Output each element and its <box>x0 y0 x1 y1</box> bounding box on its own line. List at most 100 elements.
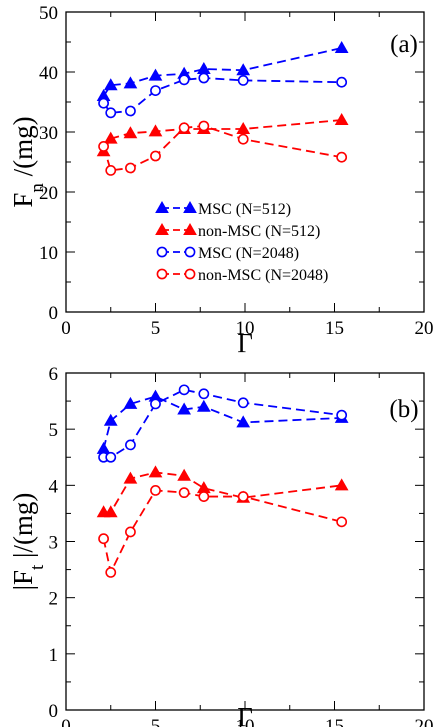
series-non-msc-n-2048-b-point <box>125 526 136 538</box>
series-msc-n-2048-b-point <box>125 439 136 451</box>
legend-marker <box>184 268 196 280</box>
series-non-msc-n-512-b-point <box>123 471 138 484</box>
y-tick-label: 0 <box>49 701 59 722</box>
y-axis-label-main-b: |F <box>8 570 38 590</box>
y-tick-label: 30 <box>39 123 58 144</box>
series-msc-n-2048-b-point <box>105 451 117 463</box>
x-tick-label: 20 <box>415 318 434 339</box>
y-tick-label: 40 <box>39 63 58 84</box>
legend-marker <box>155 222 169 235</box>
panel-label-a: (a) <box>390 31 418 58</box>
series-msc-n-2048-a-point <box>125 105 136 117</box>
series-non-msc-n-512-a-point <box>334 112 349 125</box>
series-non-msc-n-2048-b-point <box>237 491 249 502</box>
y-tick-label: 5 <box>49 420 59 441</box>
series-msc-n-2048-b-point <box>237 397 249 409</box>
series-non-msc-n-2048-b-point <box>178 487 190 499</box>
series-msc-n-2048-b-point <box>198 388 210 400</box>
y-axis-label-rest-a: /(mg) <box>8 116 38 183</box>
y-tick-label: 20 <box>39 183 58 204</box>
x-tick-label: 10 <box>236 716 255 727</box>
series-msc-n-512-b-point <box>123 396 138 409</box>
x-tick-label: 0 <box>61 318 71 339</box>
legend: MSC (N=512) non-MSC (N=512) MSC (N=2048) no… <box>155 200 328 284</box>
x-tick-label: 10 <box>236 318 255 339</box>
series-msc-n-512-a-point <box>334 40 349 53</box>
y-tick-label: 6 <box>49 364 59 385</box>
series-msc-n-512-b-point <box>177 402 192 415</box>
series-non-msc-n-2048-a-point <box>336 151 348 163</box>
series-msc-n-2048-b-point <box>178 384 190 396</box>
y-tick-label: 2 <box>49 589 59 610</box>
y-tick-label: 1 <box>49 645 59 666</box>
series-msc-n-2048-a-point <box>237 75 249 86</box>
series-non-msc-n-2048-b-point <box>98 533 109 545</box>
series-non-msc-n-2048-b-point <box>105 566 117 578</box>
series-non-msc-n-2048-b-line <box>102 489 342 576</box>
legend-item-non-msc-n-2048: non-MSC (N=2048) <box>156 267 328 284</box>
x-tick-label: 15 <box>325 318 344 339</box>
series-msc-n-2048-a-point <box>98 97 109 109</box>
series-non-msc-n-2048-a-point <box>178 122 190 134</box>
legend-label: non-MSC (N=2048) <box>198 267 328 284</box>
series-non-msc-n-2048-b-point <box>336 516 348 528</box>
series-non-msc-n-512-a-line <box>102 119 342 152</box>
legend-marker <box>156 268 168 280</box>
series-msc-n-2048-a-point <box>336 76 348 88</box>
legend-marker <box>183 200 197 213</box>
series-msc-n-512-b-line <box>102 395 342 450</box>
y-tick-label: 4 <box>49 476 59 497</box>
series-msc-n-2048-a-point <box>178 74 190 86</box>
series-non-msc-n-512-b-line <box>103 471 342 514</box>
x-tick-label: 5 <box>151 716 161 727</box>
series-non-msc-n-2048-a-point <box>98 140 109 152</box>
series-non-msc-n-2048-a-point <box>105 164 117 176</box>
series-non-msc-n-2048-a-point <box>198 120 210 132</box>
series-msc-n-512-b-point <box>103 413 118 426</box>
series-non-msc-n-2048-a-point <box>237 133 249 145</box>
x-axis-label-b: Γ <box>237 702 253 727</box>
y-tick-label: 0 <box>49 303 59 324</box>
series-msc-n-512-b-point <box>236 415 251 428</box>
series-msc-n-2048-b-point <box>150 398 161 410</box>
legend-label: MSC (N=2048) <box>198 245 299 262</box>
legend-label: non-MSC (N=512) <box>198 223 320 240</box>
y-axis-label-b: |Ft |/(mg) <box>8 493 48 591</box>
series-non-msc-n-2048-b-point <box>150 484 161 496</box>
y-axis-label-sub-a: n <box>27 183 48 193</box>
series-non-msc-n-2048-a-point <box>150 150 161 162</box>
series-non-msc-n-512-a-point <box>148 124 163 137</box>
panel-label-b: (b) <box>389 396 418 423</box>
series-non-msc-n-512-a-point <box>103 131 118 144</box>
y-tick-label: 3 <box>49 533 59 554</box>
legend-marker <box>183 222 197 235</box>
marks-a <box>96 40 349 176</box>
series-non-msc-n-512-a-point <box>123 126 138 139</box>
x-tick-label: 5 <box>151 318 161 339</box>
series-msc-n-2048-a-point <box>105 107 117 119</box>
x-tick-label: 0 <box>61 716 71 727</box>
marks-b <box>96 384 349 578</box>
series-msc-n-512-a-point <box>123 76 138 89</box>
series-non-msc-n-512-b-point <box>334 478 349 491</box>
series-msc-n-512-a-point <box>236 63 251 76</box>
series-non-msc-n-512-a-point <box>236 121 251 134</box>
series-msc-n-512-b-point <box>96 441 111 454</box>
series-msc-n-512-b-point <box>196 399 211 412</box>
series-msc-n-512-a-line <box>102 47 342 97</box>
legend-marker <box>156 246 168 258</box>
panel-b: (b) Γ |Ft |/(mg) 0 5 10 15 20 0 1 2 3 4 5 6 <box>8 364 434 727</box>
x-tick-label: 15 <box>325 716 344 727</box>
y-axis-label-sub-b: t <box>27 564 48 570</box>
series-non-msc-n-2048-a-point <box>125 162 136 174</box>
y-axis-label-main-a: F <box>8 193 38 208</box>
y-axis-label-a: Fn /(mg) <box>8 116 48 207</box>
legend-label: MSC (N=512) <box>198 201 291 218</box>
series-non-msc-n-512-b-point <box>196 481 211 494</box>
legend-marker <box>155 200 169 213</box>
y-tick-label: 50 <box>39 3 58 24</box>
legend-marker <box>184 246 196 258</box>
x-axis-label-a: Γ <box>237 328 253 358</box>
legend-item-msc-n-512: MSC (N=512) <box>155 200 291 218</box>
